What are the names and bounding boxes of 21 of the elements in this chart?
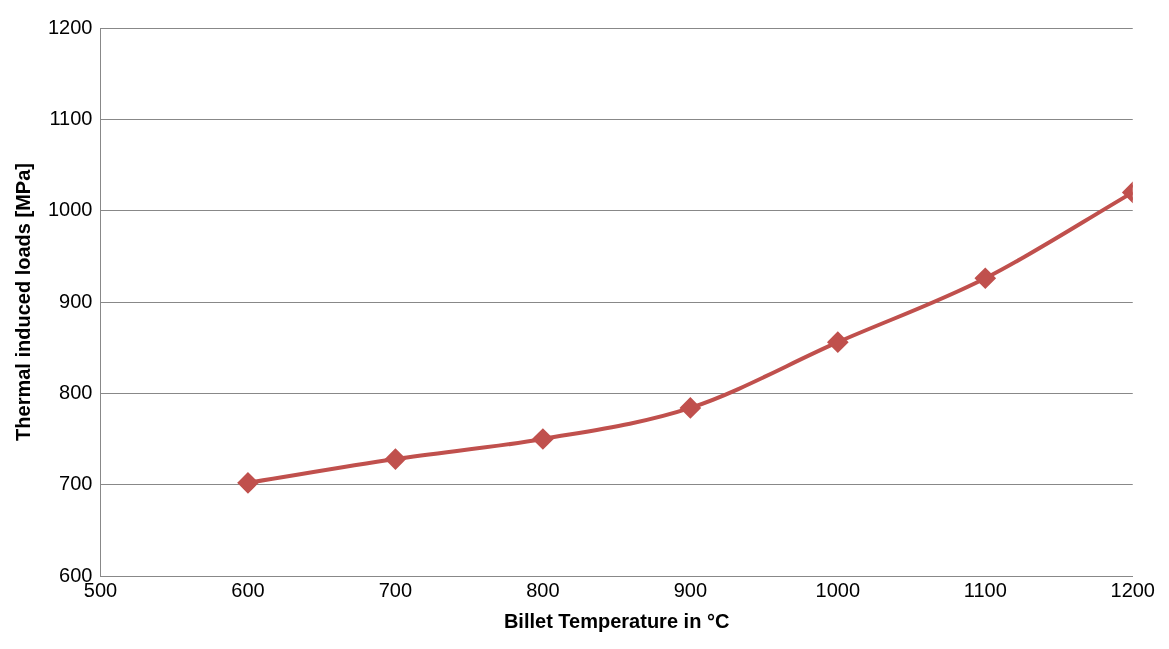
y-tick-label: 1000	[47, 198, 93, 221]
point	[532, 429, 553, 449]
y-tick-label: 900	[59, 289, 93, 312]
point	[680, 397, 701, 418]
x-tick-label: 600	[231, 578, 265, 601]
point	[385, 449, 406, 470]
x-tick-label: 900	[673, 578, 708, 601]
y-axis-title: Thermal induced loads [MPa]	[11, 163, 34, 441]
point	[827, 332, 848, 353]
y-tick-label: 1200	[47, 15, 93, 38]
x-tick-label: 1200	[1110, 578, 1155, 601]
x-tick-label: 700	[378, 578, 413, 601]
point	[975, 268, 996, 289]
point	[237, 472, 258, 493]
x-tick-label: 1000	[815, 578, 861, 601]
y-tick-label: 700	[59, 472, 93, 495]
y-tick-label: 800	[59, 380, 93, 403]
x-tick-label: 1100	[963, 578, 1007, 601]
y-tick-label: 1100	[49, 106, 93, 129]
x-axis-title: Billet Temperature in °C	[503, 609, 730, 632]
x-tick-label: 800	[526, 578, 560, 601]
